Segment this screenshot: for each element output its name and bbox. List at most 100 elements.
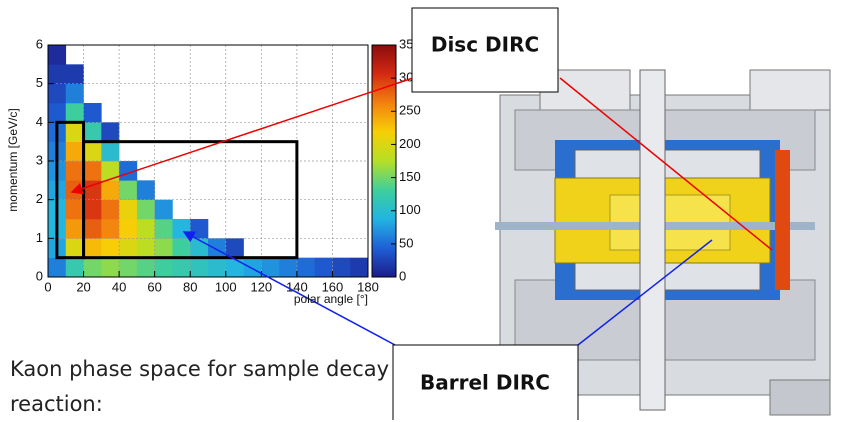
heat-cell [101,180,120,200]
heat-cell [119,180,138,200]
x-tick-label: 80 [183,279,197,294]
x-tick-label: 40 [112,279,126,294]
colorbar [371,44,397,278]
x-tick-label: 160 [322,279,344,294]
y-tick-label: 3 [36,152,43,167]
arrow [577,239,713,346]
colorbar-tick-label: 200 [399,136,421,151]
heat-cell [154,219,173,239]
heat-cell [65,199,84,220]
heat-cell [65,122,84,142]
heat-cell [136,199,155,220]
label-box [392,344,579,420]
x-tick-label: 20 [76,279,90,294]
y-axis-label: momentum [GeV/c] [6,108,20,211]
heat-cell [136,219,155,239]
x-tick-label: 180 [357,279,379,294]
heat-cell [83,238,102,258]
heat-cell [190,219,209,239]
plot-frame [47,44,369,278]
heat-cell [65,103,84,123]
heat-cell [314,257,333,278]
arrow [559,77,773,251]
heat-cell [243,257,262,278]
heat-cell [296,257,315,278]
heat-cell [101,257,120,278]
heat-cell [172,238,191,258]
x-tick-label: 0 [44,279,51,294]
colorbar-tick-label: 100 [399,202,421,217]
heat-cell [48,45,67,65]
heat-cell [65,161,84,181]
heat-cell [83,257,102,278]
colorbar-tick-label: 50 [399,235,413,250]
heat-cell [119,219,138,239]
heat-cell [332,257,351,278]
x-tick-label: 120 [250,279,272,294]
heat-cell [279,257,298,278]
heat-cell [119,238,138,258]
heat-cell [83,219,102,239]
region-box [82,140,299,260]
y-tick-label: 6 [36,36,43,51]
heat-cell [261,257,280,278]
arrow [70,74,423,195]
heat-cell [48,83,67,104]
x-tick-label: 140 [286,279,308,294]
heat-cell [172,257,191,278]
heat-cell [350,257,369,278]
y-tick-label: 5 [36,75,43,90]
heat-cell [101,238,120,258]
heat-cell [65,83,84,104]
heat-cell [101,161,120,181]
heat-cell [83,199,102,220]
x-tick-label: 60 [147,279,161,294]
colorbar-tick-label: 0 [399,268,406,283]
heat-cell [83,161,102,181]
heat-cell [154,238,173,258]
arrow [182,231,396,346]
heat-cell [101,219,120,239]
disc-label: Disc DIRC [431,33,539,57]
heat-cell [65,257,84,278]
y-tick-label: 0 [36,268,43,283]
heat-cell [48,64,67,84]
heat-cell [119,257,138,278]
caption: Kaon phase space for sample decay reacti… [10,357,390,416]
heat-cell [83,141,102,162]
heat-cell [65,180,84,200]
heat-cell [83,180,102,200]
barrel-label: Barrel DIRC [420,371,550,395]
label-box [411,7,559,93]
y-tick-label: 4 [36,114,43,129]
heat-cell [65,219,84,239]
heat-cell [48,257,67,278]
colorbar-tick-label: 250 [399,103,421,118]
heat-cell [172,219,191,239]
heat-cell [65,64,84,84]
heat-cell [190,238,209,258]
heat-cell [136,257,155,278]
heat-cell [119,199,138,220]
heat-cell [101,122,120,142]
colorbar-tick-label: 150 [399,169,421,184]
heat-cell [101,199,120,220]
heat-cell [225,238,244,258]
y-tick-label: 2 [36,191,43,206]
heat-cell [208,257,227,278]
x-tick-label: 100 [215,279,237,294]
heat-cell [83,122,102,142]
y-tick-label: 1 [36,230,43,245]
heat-cell [119,161,138,181]
heat-cell [65,238,84,258]
heat-cell [154,257,173,278]
heat-cell [190,257,209,278]
x-axis-label: polar angle [°] [294,292,368,306]
heat-cell [83,103,102,123]
heat-cell [154,199,173,220]
heat-cell [136,238,155,258]
heat-cell [208,238,227,258]
heat-cell [48,103,67,123]
